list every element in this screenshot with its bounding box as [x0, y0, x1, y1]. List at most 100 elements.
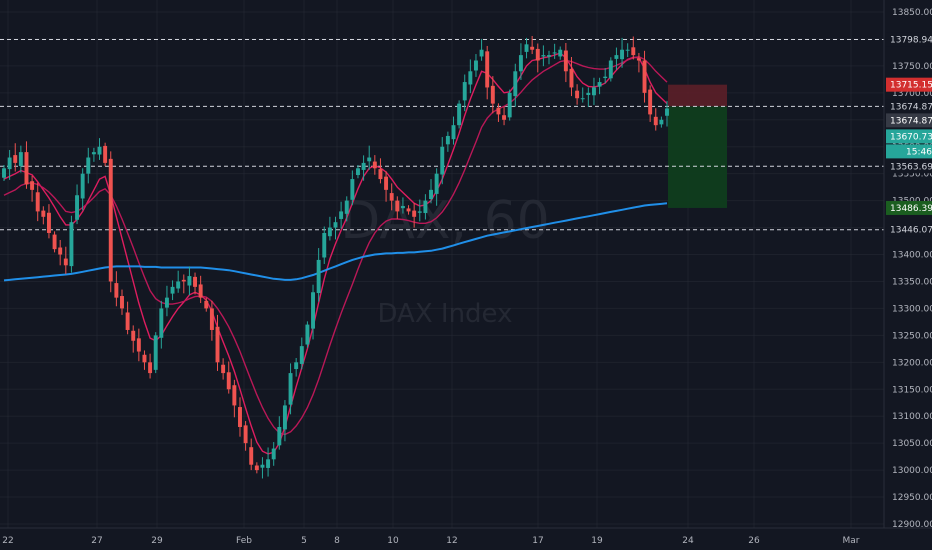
- candle-body: [423, 200, 428, 214]
- hline-label: 13563.695: [890, 162, 932, 172]
- candle-body: [412, 210, 417, 217]
- candle-body: [288, 373, 293, 405]
- candle-body: [58, 247, 63, 255]
- time-axis[interactable]: 22 27 29 Feb 5 8 10 12 17 19 24 26 Mar: [2, 536, 860, 546]
- target-price-tag-bg: [886, 200, 932, 215]
- candle-body: [648, 89, 653, 115]
- candle-body: [114, 283, 119, 298]
- price-tick-label: 13300.000: [892, 304, 932, 314]
- candle-body: [384, 176, 389, 190]
- candle-body: [535, 48, 540, 61]
- candle-body: [209, 308, 214, 330]
- candle-body: [507, 92, 512, 118]
- candle-body: [462, 82, 467, 101]
- candle-body: [322, 232, 327, 258]
- last-price-tag: 13670.730: [890, 132, 932, 142]
- candle-body: [271, 448, 276, 460]
- candle-body: [518, 55, 523, 72]
- price-tick-label: 13050.000: [892, 439, 932, 449]
- price-tick-label: 12900.000: [892, 520, 932, 530]
- time-tick-label: 5: [301, 536, 307, 546]
- horizontal-lines[interactable]: [0, 39, 884, 231]
- price-tick-label: 13400.000: [892, 251, 932, 261]
- time-tick-label: 12: [446, 536, 457, 546]
- candle-body: [136, 338, 141, 352]
- candle-body: [277, 426, 282, 446]
- candle-body: [181, 279, 186, 282]
- candle-body: [479, 49, 484, 57]
- watermark-symbol: DAX, 60: [340, 191, 550, 251]
- candle-body: [215, 326, 220, 363]
- candle-body: [103, 145, 108, 163]
- candle-body: [406, 208, 411, 212]
- candle-body: [125, 312, 130, 330]
- candle-body: [659, 119, 664, 125]
- candle-body: [131, 330, 136, 341]
- candle-body: [266, 459, 271, 468]
- candle-body: [41, 210, 46, 217]
- candle-body: [243, 425, 248, 444]
- time-tick-label: 10: [387, 536, 399, 546]
- candle-body: [69, 222, 74, 267]
- candle-body: [665, 108, 669, 116]
- candle-body: [327, 227, 332, 237]
- hline-label-bg: [886, 32, 932, 47]
- candle-body: [361, 162, 366, 170]
- time-tick-label: 24: [682, 536, 694, 546]
- candle-body: [597, 82, 602, 87]
- candle-body: [653, 116, 658, 126]
- price-tick-label: 13550.000: [892, 170, 932, 180]
- price-axis[interactable]: 12900.000 12950.000 13000.000 13050.000 1310…: [892, 8, 932, 530]
- hline-label: 13798.946: [890, 36, 932, 46]
- candle-body: [608, 60, 613, 79]
- candle-body: [120, 296, 124, 309]
- price-tick-label: 13100.000: [892, 412, 932, 422]
- candle-body: [631, 47, 636, 56]
- hline-label-bg: [886, 99, 932, 114]
- candle-body: [7, 157, 12, 170]
- candle-body: [620, 49, 625, 60]
- candles: [2, 35, 669, 479]
- candle-body: [170, 286, 175, 294]
- hline-label: 13674.876: [890, 102, 932, 112]
- candle-body: [249, 447, 254, 465]
- target-price-tag: 13486.398: [890, 204, 932, 214]
- candle-body: [614, 55, 619, 59]
- candle-body: [198, 284, 203, 298]
- time-tick-label: 19: [591, 536, 603, 546]
- price-tick-label: 13700.000: [892, 89, 932, 99]
- candle-body: [311, 292, 315, 329]
- candle-body: [502, 115, 507, 120]
- candle-body: [46, 212, 51, 233]
- candle-body: [164, 297, 169, 308]
- price-tick-label: 13350.000: [892, 277, 932, 287]
- candle-body: [75, 195, 80, 220]
- candle-body: [485, 51, 490, 88]
- time-tick-label: 27: [91, 536, 102, 546]
- candle-body: [2, 168, 6, 178]
- hline-label: 13446.070: [890, 226, 932, 236]
- candle-body: [97, 146, 102, 155]
- candle-body: [586, 92, 591, 95]
- moving-averages: [3, 52, 668, 455]
- candle-body: [625, 49, 630, 51]
- last-price-tag-bg: [886, 129, 932, 144]
- candle-body: [547, 55, 551, 57]
- candle-body: [372, 161, 377, 169]
- candle-body: [434, 173, 439, 194]
- candle-body: [305, 324, 310, 345]
- position-tool[interactable]: [668, 84, 727, 208]
- candle-body: [642, 60, 647, 93]
- candle-body: [35, 192, 40, 212]
- entry-price-tag: 13674.876: [890, 116, 932, 126]
- candle-body: [350, 179, 355, 200]
- candle-body: [603, 76, 608, 79]
- candle-body: [367, 157, 372, 162]
- candle-body: [108, 158, 113, 282]
- candle-body: [193, 276, 198, 287]
- candle-body: [260, 464, 265, 468]
- candle-body: [636, 58, 641, 61]
- candle-body: [148, 362, 153, 374]
- time-tick-label: 17: [532, 536, 543, 546]
